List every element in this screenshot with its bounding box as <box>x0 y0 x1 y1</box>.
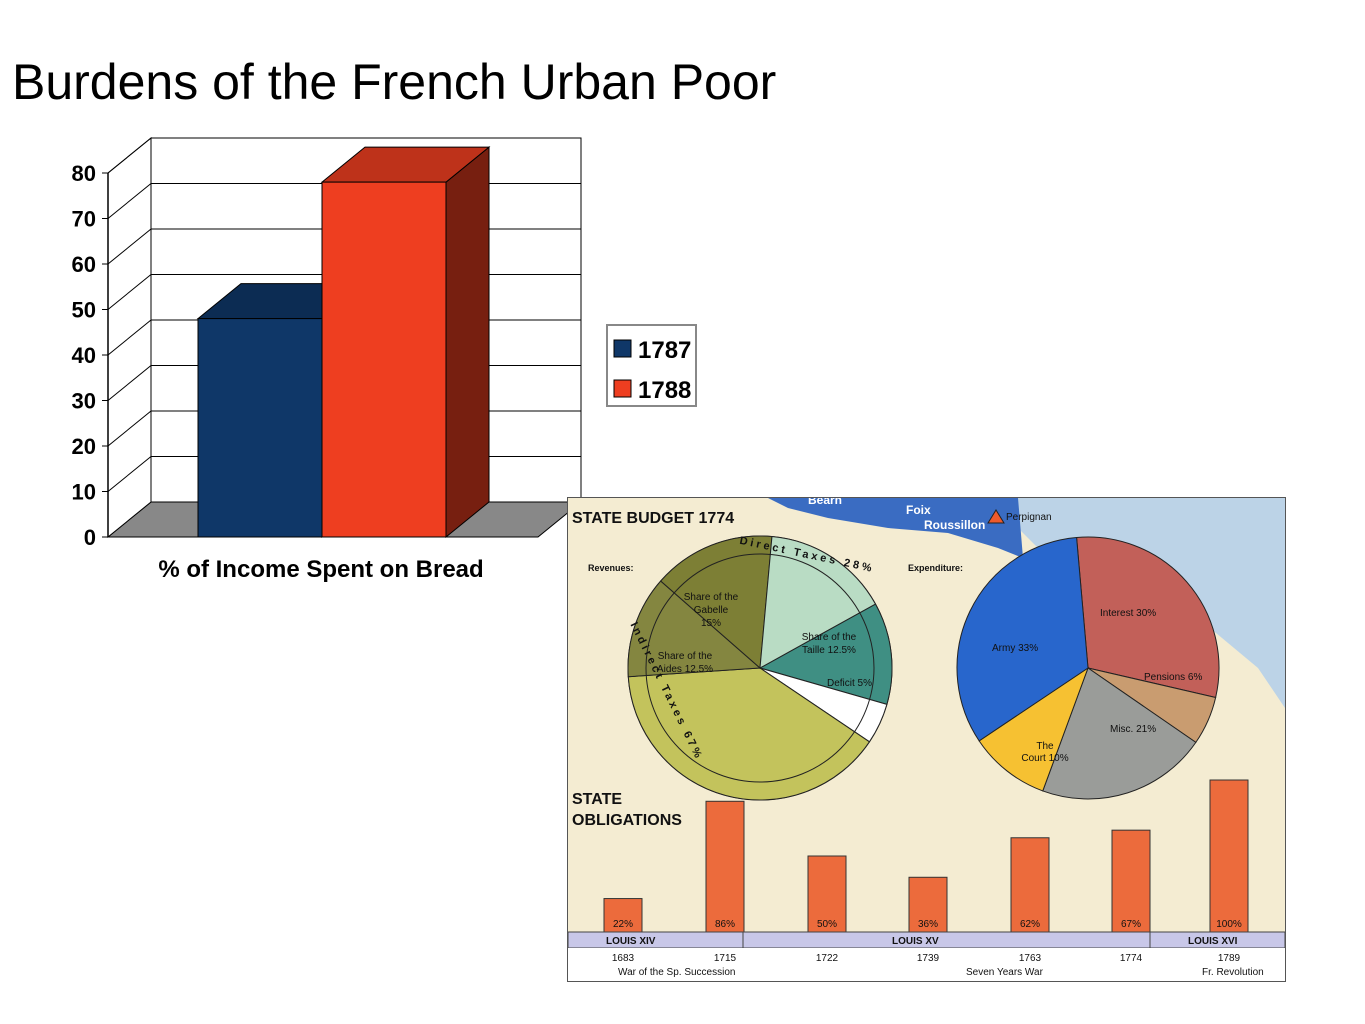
reign-louis-xiv: LOUIS XIV <box>606 936 656 947</box>
legend: 1787 1788 <box>606 324 697 407</box>
reign-louis-xv: LOUIS XV <box>892 936 939 947</box>
legend-swatch-1787 <box>613 339 632 358</box>
obligation-value-label: 50% <box>817 919 837 930</box>
obligation-value-label: 86% <box>715 919 735 930</box>
pie-slice <box>758 603 893 706</box>
rev-label-aides: Share of the Aides 12.5% <box>657 651 713 675</box>
legend-swatch-1788 <box>613 379 632 398</box>
obligation-bars: 22% 86% 50% 36% 62% 67% 100% <box>603 779 1249 933</box>
revenues-label: Revenues: <box>588 563 634 573</box>
revenue-pie <box>627 535 893 801</box>
pie-slice <box>956 536 1089 742</box>
page-title: Burdens of the French Urban Poor <box>12 54 777 110</box>
state-budget-inset: Bearn Foix Roussillon Perpignan STATE BU… <box>567 497 1286 982</box>
legend-label-1787: 1787 <box>638 337 691 364</box>
exp-label-army: Army 33% <box>992 643 1038 654</box>
timeline-year-label: 1739 <box>917 953 940 964</box>
map-label-foix: Foix <box>906 503 931 517</box>
y-axis-ticks: 0 10 20 30 40 50 60 70 80 <box>72 161 109 550</box>
revenue-pie-inner-ring <box>645 553 875 783</box>
exp-label-pensions: Pensions 6% <box>1144 672 1202 683</box>
exp-label-interest: Interest 30% <box>1100 608 1156 619</box>
reign-louis-xvi: LOUIS XVI <box>1188 936 1238 947</box>
event-seven-years-war: Seven Years War <box>966 967 1044 978</box>
pie-slice <box>627 667 871 801</box>
y-tick-label: 80 <box>72 161 96 186</box>
obligation-bar-1774: 67% <box>1111 829 1151 933</box>
timeline-year-label: 1715 <box>714 953 737 964</box>
obligation-bar-1739: 36% <box>908 876 948 933</box>
obligation-value-label: 36% <box>918 919 938 930</box>
perpignan-marker <box>987 509 1005 524</box>
bread-chart: 0 10 20 30 40 50 60 70 80 % of Income Spent on B… <box>72 136 697 583</box>
exp-label-misc: Misc. 21% <box>1110 724 1156 735</box>
obligation-bar-1722: 50% <box>807 855 847 933</box>
y-tick-label: 40 <box>72 343 96 368</box>
expenditure-label: Expenditure: <box>908 563 963 573</box>
reign-band-louis-xv <box>742 931 1151 949</box>
x-axis-label: % of Income Spent on Bread <box>158 556 483 583</box>
obligation-value-label: 62% <box>1020 919 1040 930</box>
timeline-year-label: 1722 <box>816 953 839 964</box>
inset-budget-title: STATE BUDGET 1774 <box>572 510 734 527</box>
pie-slice <box>978 666 1090 792</box>
y-tick-label: 30 <box>72 389 96 414</box>
bar-1788 <box>320 146 491 539</box>
obligation-bar-1683: 22% <box>603 898 643 933</box>
timeline-year-label: 1683 <box>612 953 635 964</box>
pie-slice <box>659 535 773 670</box>
timeline-strip <box>568 948 1285 981</box>
map-region <box>768 498 1023 558</box>
event-fr-revolution: Fr. Revolution <box>1202 967 1264 978</box>
y-tick-label: 70 <box>72 207 96 232</box>
obligation-bar-1789: 100% <box>1209 779 1249 933</box>
obligations-title: STATE OBLIGATIONS <box>572 791 682 829</box>
pie-slice <box>1042 667 1197 800</box>
y-tick-label: 0 <box>84 525 96 550</box>
timeline-year-label: 1789 <box>1218 953 1241 964</box>
timeline-year-label: 1763 <box>1019 953 1042 964</box>
timeline-years: 1683 1715 1722 1739 1763 1774 1789 <box>612 953 1241 964</box>
obligation-value-label: 22% <box>613 919 633 930</box>
timeline-year-label: 1774 <box>1120 953 1143 964</box>
map-label-bearn: Bearn <box>808 498 842 507</box>
obligation-value-label: 100% <box>1216 919 1242 930</box>
rev-label-deficit: Deficit 5% <box>827 678 872 689</box>
map-label-roussillon: Roussillon <box>924 518 985 532</box>
expenditure-pie <box>956 536 1220 800</box>
y-tick-label: 60 <box>72 252 96 277</box>
reign-band-louis-xiv <box>568 931 744 949</box>
pie-slice <box>759 535 877 669</box>
pie-slice <box>627 580 762 678</box>
rev-label-gabelle: Share of the Gabelle 15% <box>684 592 739 629</box>
rev-label-taille: Share of the Taille 12.5% <box>802 632 857 656</box>
y-tick-label: 20 <box>72 434 96 459</box>
pie-slice <box>1076 536 1220 699</box>
y-tick-label: 50 <box>72 298 96 323</box>
map-label-perpignan: Perpignan <box>1006 512 1052 523</box>
bars <box>196 146 491 539</box>
legend-label-1788: 1788 <box>638 377 691 404</box>
event-sp-succession: War of the Sp. Succession <box>618 967 735 978</box>
exp-label-court: The Court 10% <box>1021 741 1068 764</box>
obligation-bar-1763: 62% <box>1010 837 1050 933</box>
y-tick-label: 10 <box>72 480 96 505</box>
obligation-bar-1715: 86% <box>705 800 745 933</box>
obligation-value-label: 67% <box>1121 919 1141 930</box>
